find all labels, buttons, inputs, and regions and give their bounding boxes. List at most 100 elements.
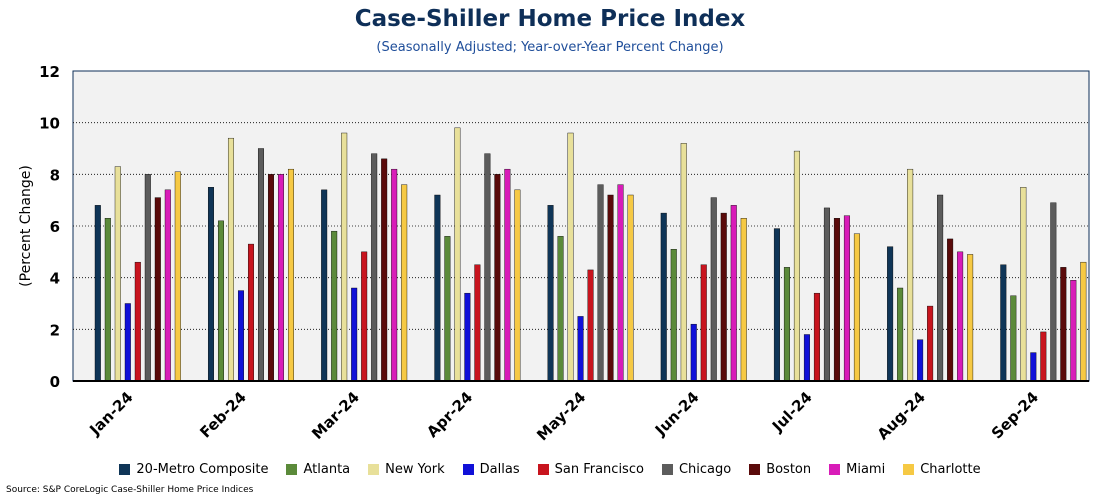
bar xyxy=(174,171,181,382)
bar xyxy=(627,194,634,382)
chart-title: Case-Shiller Home Price Index xyxy=(354,6,746,32)
bar xyxy=(587,269,594,382)
bar xyxy=(287,168,294,382)
bar xyxy=(730,205,737,382)
legend-label: Miami xyxy=(846,462,886,477)
bar xyxy=(217,220,224,382)
bar xyxy=(783,267,790,382)
bar xyxy=(504,168,511,382)
bar xyxy=(154,197,161,382)
legend-label: Boston xyxy=(766,462,812,477)
x-tick-labels: Jan-24 Feb-24 Mar-24 Apr-24 May-24 Jun-24 Jul-… xyxy=(85,388,1042,444)
bar xyxy=(1000,264,1007,382)
bar xyxy=(1070,280,1077,382)
bar xyxy=(207,187,214,382)
bar xyxy=(277,174,284,382)
x-tick-label: Jun-24 xyxy=(651,388,703,440)
legend-swatch xyxy=(537,464,549,475)
x-tick-label: Jan-24 xyxy=(85,388,136,439)
bar xyxy=(1080,261,1087,382)
legend-swatch xyxy=(903,464,915,475)
y-tick-label: 2 xyxy=(50,321,60,339)
y-tick-label: 4 xyxy=(50,270,60,288)
legend-item: Miami xyxy=(829,462,885,477)
legend-swatch xyxy=(749,464,761,475)
bar xyxy=(94,205,101,382)
bar xyxy=(124,303,131,382)
y-tick-label: 10 xyxy=(39,115,60,133)
bar xyxy=(401,184,408,382)
bar xyxy=(381,158,388,382)
bar xyxy=(897,287,904,382)
bar xyxy=(690,323,697,382)
x-tick-label: Sep-24 xyxy=(988,388,1042,442)
bar xyxy=(710,197,717,382)
bar xyxy=(114,166,121,382)
bar xyxy=(700,264,707,382)
bar xyxy=(257,148,264,382)
legend-label: New York xyxy=(385,462,445,477)
x-tick-label: Apr-24 xyxy=(423,388,476,441)
bar xyxy=(391,168,398,382)
bar xyxy=(887,246,894,382)
bar xyxy=(567,132,574,382)
source-note: Source: S&P CoreLogic Case-Shiller Home … xyxy=(6,485,254,495)
legend-label: San Francisco xyxy=(554,462,644,477)
bar xyxy=(321,189,328,382)
legend-label: Charlotte xyxy=(920,462,981,477)
bar xyxy=(1020,187,1027,382)
bar xyxy=(464,292,471,382)
bar xyxy=(1060,267,1067,382)
legend-swatch xyxy=(829,464,841,475)
bar xyxy=(104,218,111,382)
bar xyxy=(1050,202,1057,382)
bar xyxy=(484,153,491,382)
bar xyxy=(813,292,820,382)
y-tick-labels: 0 2 4 6 8 10 12 xyxy=(39,63,60,391)
bar xyxy=(514,189,521,382)
legend-label: Dallas xyxy=(479,462,520,477)
bar xyxy=(907,168,914,382)
legend-swatch xyxy=(661,464,673,475)
x-tick-label: Feb-24 xyxy=(196,388,249,441)
bar-chart: 0 2 4 6 8 10 12 Jan-24 Feb-24 Mar-24 Apr-24 May-24… xyxy=(18,63,1090,444)
bar xyxy=(267,174,274,382)
bar xyxy=(803,334,810,382)
bar xyxy=(134,261,141,382)
bar xyxy=(341,132,348,382)
x-tick-label: Jul-24 xyxy=(768,388,816,436)
y-tick-label: 6 xyxy=(50,218,60,236)
legend-item: Chicago xyxy=(661,462,731,477)
y-tick-label: 0 xyxy=(50,373,60,391)
legend-item: Dallas xyxy=(462,462,520,477)
legend-item: San Francisco xyxy=(537,462,644,477)
x-tick-label: Mar-24 xyxy=(308,388,363,443)
bar xyxy=(547,205,554,382)
bar xyxy=(247,243,254,382)
bar xyxy=(557,236,564,382)
x-tick-label: Aug-24 xyxy=(874,388,929,443)
bar xyxy=(660,212,667,382)
legend-item: 20-Metro Composite xyxy=(119,462,268,477)
legend-item: New York xyxy=(368,462,445,477)
bar xyxy=(957,251,964,382)
bar xyxy=(843,215,850,382)
bar xyxy=(474,264,481,382)
bar xyxy=(967,254,974,382)
legend-label: 20-Metro Composite xyxy=(136,462,269,477)
bar xyxy=(444,236,451,382)
y-axis-label: (Percent Change) xyxy=(18,165,34,287)
legend-label: Atlanta xyxy=(303,462,351,477)
bar xyxy=(927,305,934,382)
y-tick-label: 8 xyxy=(50,166,60,184)
bar xyxy=(1030,352,1037,382)
bar xyxy=(351,287,358,382)
legend: 20-Metro Composite Atlanta New York Dallas S… xyxy=(0,462,1100,477)
bar xyxy=(597,184,604,382)
bar xyxy=(577,316,584,382)
bar xyxy=(164,189,171,382)
bar xyxy=(1010,295,1017,382)
legend-swatch xyxy=(462,464,474,475)
bars xyxy=(94,127,1087,382)
bar xyxy=(937,194,944,382)
